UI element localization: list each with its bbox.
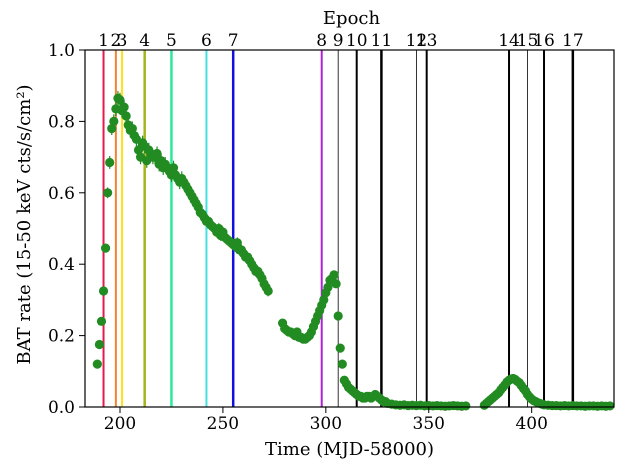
data-point — [119, 102, 129, 112]
data-point — [152, 148, 162, 159]
error-bars — [96, 91, 611, 407]
data-point — [319, 295, 329, 305]
epoch-label-11: 11 — [371, 31, 393, 51]
data-point — [115, 95, 125, 105]
epoch-label-13: 13 — [416, 31, 438, 51]
epoch-label-2: 2 — [110, 31, 121, 51]
epoch-label-10: 10 — [346, 31, 368, 51]
y-tick-label: 0.8 — [48, 112, 75, 132]
data-point — [94, 339, 105, 350]
y-tick-label: 0.6 — [48, 184, 75, 204]
chart-title: Epoch — [323, 8, 381, 29]
epoch-label-9: 9 — [333, 31, 344, 51]
data-point — [96, 316, 107, 326]
data-point — [329, 270, 339, 280]
y-tick-label: 0.2 — [48, 327, 75, 347]
epoch-label-4: 4 — [139, 31, 150, 51]
x-tick-label: 250 — [207, 414, 239, 434]
data-point — [92, 359, 102, 369]
data-point — [263, 286, 273, 296]
data-point — [127, 123, 137, 134]
data-point — [103, 188, 113, 198]
data-point — [100, 243, 111, 253]
epoch-label-8: 8 — [316, 31, 327, 51]
epoch-label-12: 12 — [406, 31, 428, 51]
data-point — [109, 116, 119, 126]
x-axis-ticks: 200 250 300 350 400 — [104, 407, 548, 434]
epoch-label-14: 14 — [498, 31, 520, 51]
data-point — [331, 279, 341, 289]
y-tick-label: 0.4 — [48, 255, 75, 275]
epoch-label-17: 17 — [562, 31, 584, 51]
x-axis-title: Time (MJD-58000) — [265, 439, 434, 460]
data-point — [232, 238, 242, 248]
epoch-label-5: 5 — [166, 31, 177, 51]
x-tick-label: 300 — [310, 414, 342, 434]
x-tick-label: 200 — [104, 414, 136, 434]
epoch-label-1: 1 — [98, 31, 109, 51]
data-point — [98, 286, 109, 296]
x-tick-label: 350 — [413, 414, 445, 434]
epoch-label-6: 6 — [201, 31, 212, 51]
data-point — [461, 401, 471, 411]
y-tick-label: 1.0 — [48, 41, 75, 61]
data-point — [105, 157, 115, 168]
data-point — [333, 311, 343, 321]
data-point — [323, 282, 333, 293]
y-axis-ticks: 0.0 0.2 0.4 0.6 0.8 1.0 — [48, 41, 85, 418]
y-tick-label: 0.0 — [48, 398, 75, 418]
epoch-label-16: 16 — [533, 31, 555, 51]
data-point — [605, 401, 615, 411]
epoch-label-7: 7 — [228, 31, 239, 51]
plot-frame — [84, 49, 615, 408]
epoch-label-15: 15 — [517, 31, 539, 51]
data-point — [337, 359, 347, 369]
x-tick-label: 400 — [515, 414, 547, 434]
data-point — [335, 343, 345, 353]
data-point — [168, 163, 179, 173]
epoch-lines — [102, 50, 575, 407]
data-point — [121, 111, 131, 121]
epoch-label-3: 3 — [117, 31, 128, 51]
data-point — [107, 123, 117, 134]
y-axis-title: BAT rate (15-50 keV cts/s/cm²) — [14, 84, 35, 364]
data-points — [92, 93, 615, 411]
